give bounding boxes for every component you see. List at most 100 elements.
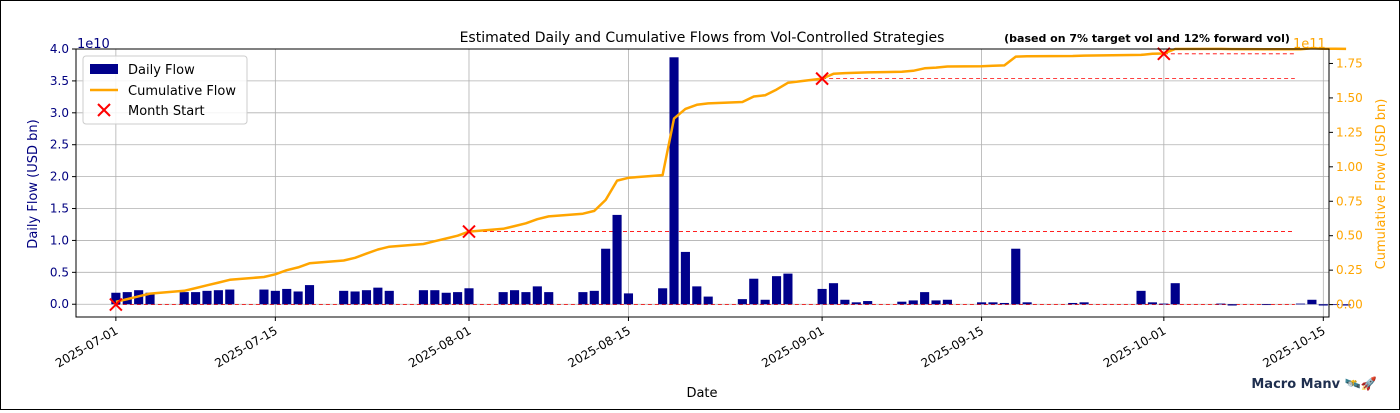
grid-lines (76, 48, 1329, 317)
daily-flow-bar (521, 292, 531, 305)
daily-flow-bar (304, 285, 315, 305)
right-tick-label: 0.50 (1336, 229, 1363, 243)
right-tick-label: 1.75 (1336, 56, 1363, 70)
daily-flow-bar (1341, 304, 1351, 306)
left-tick-label: 1.5 (50, 202, 69, 216)
x-tick-label: 2025-08-15 (566, 323, 633, 370)
daily-flow-bar (680, 251, 690, 305)
x-tick-label: 2025-08-01 (406, 323, 473, 370)
daily-flow-bar (179, 292, 189, 305)
daily-flow-bar (1147, 302, 1157, 305)
legend-swatch-month-start (97, 103, 111, 117)
daily-flow-bar (863, 301, 873, 305)
legend-label-month-start: Month Start (128, 104, 205, 119)
daily-flow-bar (908, 300, 918, 305)
month-start-marker (815, 71, 829, 86)
daily-flow-bar (1079, 302, 1089, 305)
legend-box (82, 55, 248, 125)
x-tick-label: 2025-07-01 (53, 323, 120, 370)
right-axis-label: Cumulative Flow (USD bn) (1374, 99, 1389, 270)
daily-flow-bar (1307, 299, 1317, 305)
daily-flow-bar (703, 296, 713, 305)
daily-flow-bar (1159, 303, 1169, 305)
daily-flow-bar (430, 290, 440, 305)
daily-flow-bar (737, 299, 747, 305)
daily-flow-bar (760, 299, 770, 305)
right-tick-label: 1.25 (1336, 125, 1363, 139)
legend-label-cumulative-flow: Cumulative Flow (128, 84, 236, 99)
plot-area-border (75, 48, 1330, 318)
daily-flow-bar (464, 288, 474, 305)
x-tick-label: 2025-09-15 (919, 323, 986, 370)
month-start-marker (109, 297, 123, 312)
daily-flow-bar (111, 292, 121, 305)
month-start-marker (1157, 47, 1171, 61)
daily-flow-bar (384, 290, 394, 305)
daily-flow-bar (920, 292, 930, 305)
daily-flow-bar (612, 214, 622, 305)
daily-flow-bar (1295, 303, 1306, 305)
chart-title: Estimated Daily and Cumulative Flows fro… (460, 30, 945, 46)
daily-flow-bar (578, 292, 588, 305)
daily-flow-bar (840, 299, 850, 305)
daily-flow-bar (339, 290, 349, 305)
daily-flow-bar (361, 290, 372, 305)
right-tick-label: 0.75 (1336, 194, 1363, 208)
legend: Daily Flow Cumulative Flow Month Start (82, 55, 248, 125)
daily-flow-bar (658, 288, 668, 305)
daily-flow-bar (1330, 304, 1340, 306)
x-tick-label: 2025-07-15 (212, 323, 279, 370)
left-axis-exponent: 1e10 (77, 37, 110, 52)
x-axis: 2025-07-01 2025-07-15 2025-08-01 2025-08-15… (53, 317, 1328, 370)
daily-flow-bar (988, 302, 998, 305)
left-tick-label: 1.0 (50, 233, 69, 247)
daily-flow-bar (1011, 248, 1021, 305)
watermark: Macro Manv 🛰️🚀 (1251, 376, 1377, 392)
daily-flow-bar (441, 292, 451, 305)
daily-flow-bar (1170, 283, 1180, 305)
daily-flow-bar (145, 292, 155, 305)
daily-flow-bar (897, 301, 907, 305)
left-tick-label: 0.5 (50, 265, 69, 279)
daily-flow-bar (350, 291, 360, 305)
daily-flow-bar (1261, 304, 1271, 306)
cumulative-flow-path (115, 47, 1347, 304)
daily-flow-bar (509, 290, 520, 305)
daily-flow-bar (1136, 290, 1146, 305)
month-start-marker (462, 224, 476, 239)
daily-flow-bar (225, 289, 235, 305)
left-tick-label: 4.0 (50, 42, 69, 56)
daily-flow-bar (1318, 304, 1328, 306)
daily-flow-bar (669, 57, 679, 305)
daily-flow-bar (817, 288, 827, 305)
daily-flow-bar (623, 293, 634, 305)
x-tick-label: 2025-10-15 (1260, 323, 1327, 370)
right-tick-label: 1.50 (1336, 91, 1363, 105)
left-axis: 0.0 0.5 1.0 1.5 2.0 2.5 3.0 3.5 4.0 (50, 42, 76, 311)
daily-flow-bar (293, 291, 303, 305)
daily-flow-bar (783, 273, 793, 305)
daily-flow-bar (532, 286, 542, 305)
x-tick-label: 2025-09-01 (759, 323, 826, 370)
x-tick-label: 2025-10-01 (1101, 323, 1168, 370)
daily-flow-bar (749, 278, 759, 305)
right-axis: 0.00 0.25 0.50 0.75 1.00 1.25 1.50 1.75 (1329, 56, 1363, 312)
daily-flow-bar (202, 290, 212, 305)
left-axis-label: Daily Flow (USD bn) (26, 119, 41, 248)
daily-flow-bar (1022, 302, 1032, 305)
daily-flow-bar (282, 288, 292, 305)
cumulative-flow-line (115, 47, 1347, 304)
daily-flow-bar (589, 290, 599, 305)
daily-flow-bar (498, 292, 508, 305)
daily-flow-bar (692, 286, 702, 305)
legend-label-daily-flow: Daily Flow (128, 63, 195, 78)
daily-flow-bar (191, 292, 201, 305)
legend-swatch-daily-flow (90, 64, 118, 74)
x-axis-label: Date (686, 386, 717, 401)
daily-flow-bar (977, 302, 987, 305)
left-tick-label: 2.5 (50, 138, 69, 152)
daily-flow-bar (373, 287, 383, 305)
daily-flow-bar (771, 276, 782, 305)
